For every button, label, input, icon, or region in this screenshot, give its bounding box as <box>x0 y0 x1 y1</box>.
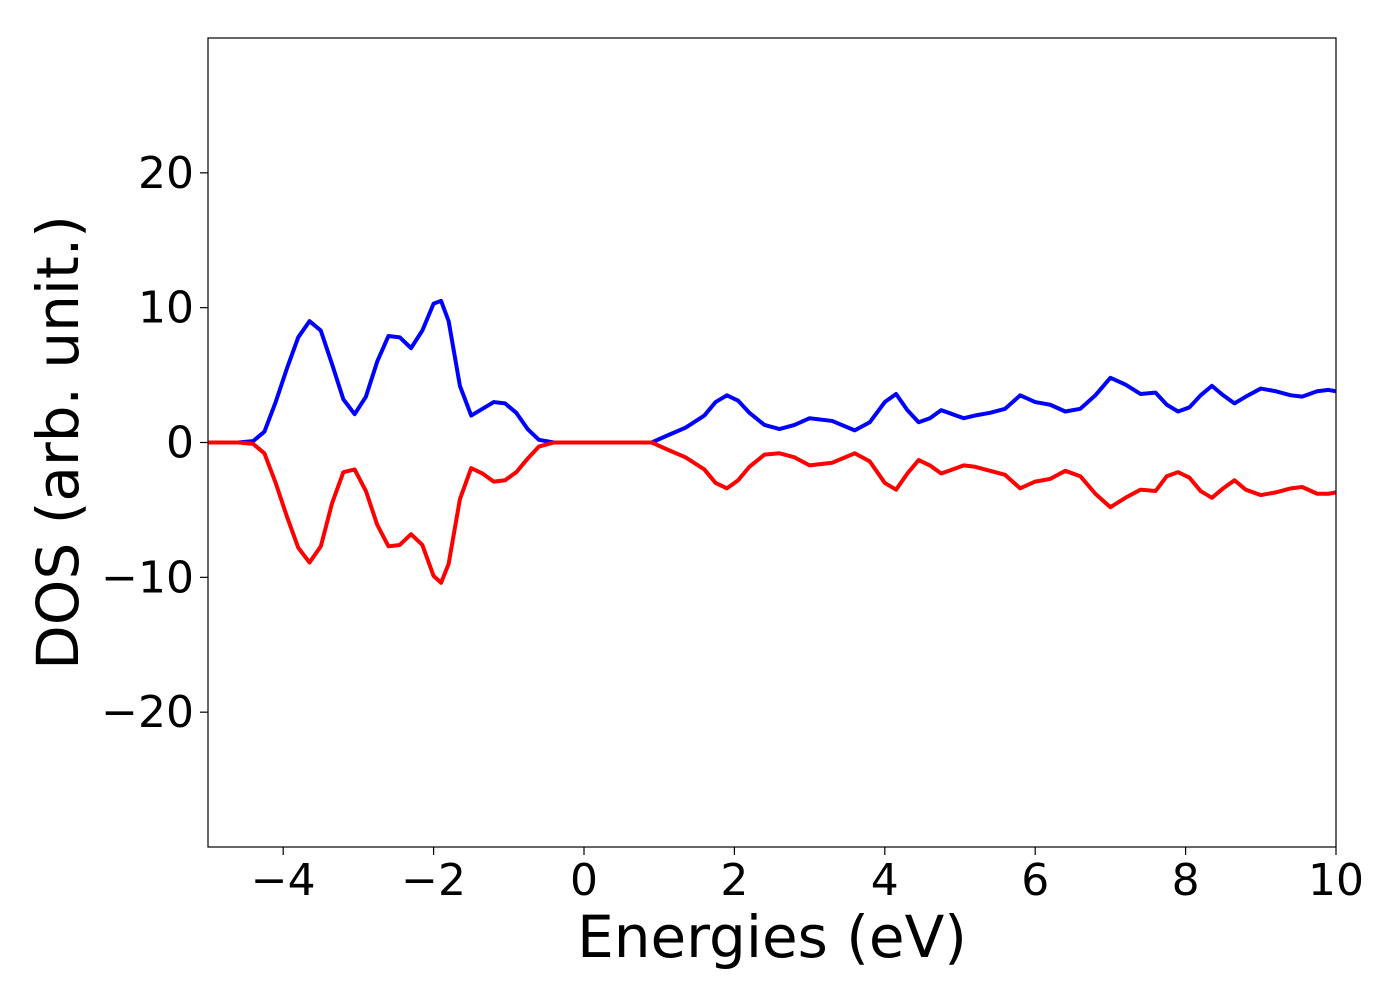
x-tick-label: −4 <box>251 855 316 906</box>
x-tick-label: 8 <box>1172 855 1200 906</box>
series-line-1 <box>208 298 1337 445</box>
y-axis-label: DOS (arb. unit.) <box>24 215 92 670</box>
y-axis: −20 −10 0 10 20 <box>101 148 208 738</box>
y-tick-label: 20 <box>138 148 194 199</box>
y-tick-label: −10 <box>101 552 194 603</box>
x-tick-label: 2 <box>720 855 748 906</box>
series-line-2 <box>208 440 1337 585</box>
x-tick-label: 10 <box>1308 855 1364 906</box>
x-tick-label: 4 <box>871 855 899 906</box>
plot-frame <box>207 37 1337 848</box>
x-tick-label: 0 <box>570 855 598 906</box>
x-axis-label: Energies (eV) <box>577 903 967 971</box>
y-tick-label: 0 <box>166 418 194 469</box>
series-layer <box>208 298 1337 585</box>
x-tick-label: −2 <box>401 855 466 906</box>
y-tick-label: −20 <box>101 687 194 738</box>
y-tick-label: 10 <box>138 283 194 334</box>
x-tick-label: 6 <box>1021 855 1049 906</box>
x-axis: −4 −2 0 2 4 6 8 10 <box>251 847 1364 906</box>
